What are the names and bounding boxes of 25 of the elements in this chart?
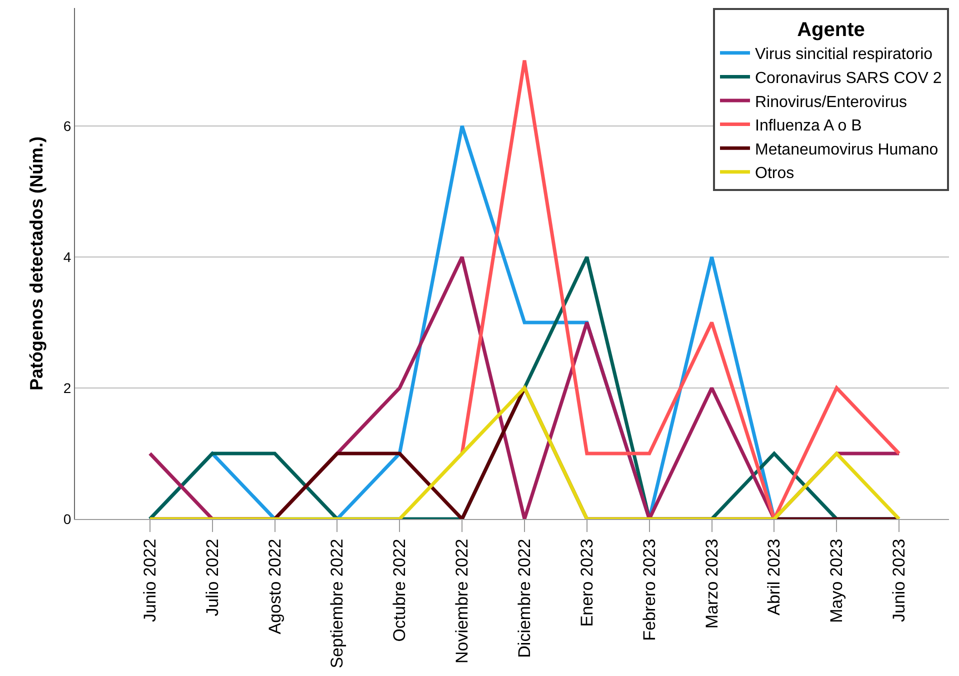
legend-label: Otros <box>755 165 794 182</box>
legend-label: Influenza A o B <box>755 118 862 135</box>
x-tick-label: Mayo 2023 <box>827 538 846 623</box>
x-tick-label: Marzo 2023 <box>702 538 722 629</box>
x-tick-label: Junio 2023 <box>890 538 909 622</box>
x-tick-label: Febrero 2023 <box>640 538 659 641</box>
x-tick-label: Abril 2023 <box>764 538 784 616</box>
legend-label: Rinovirus/Enterovirus <box>755 94 908 111</box>
x-tick-label: Diciembre 2022 <box>515 538 534 658</box>
y-tick-label: 6 <box>63 118 72 134</box>
legend-title: Agente <box>797 19 865 41</box>
y-tick-label: 4 <box>63 248 72 265</box>
x-tick-label: Noviembre 2022 <box>452 538 472 664</box>
x-tick-label: Septiembre 2022 <box>328 538 347 668</box>
x-tick-label: Junio 2022 <box>140 538 160 622</box>
legend-label: Virus sincitial respiratorio <box>755 46 933 64</box>
legend-label: Metaneumovirus Humano <box>755 141 938 158</box>
legend-label: Coronavirus SARS COV 2 <box>755 70 942 87</box>
x-tick-label: Julio 2022 <box>202 538 222 616</box>
x-tick-label: Enero 2023 <box>577 538 596 627</box>
y-tick-label: 0 <box>63 510 72 527</box>
x-tick-label: Agosto 2022 <box>265 538 284 634</box>
y-tick-label: 2 <box>63 380 72 396</box>
x-tick-label: Octubre 2022 <box>390 538 410 642</box>
y-axis-title: Patógenos detectados (Núm.) <box>26 136 47 391</box>
